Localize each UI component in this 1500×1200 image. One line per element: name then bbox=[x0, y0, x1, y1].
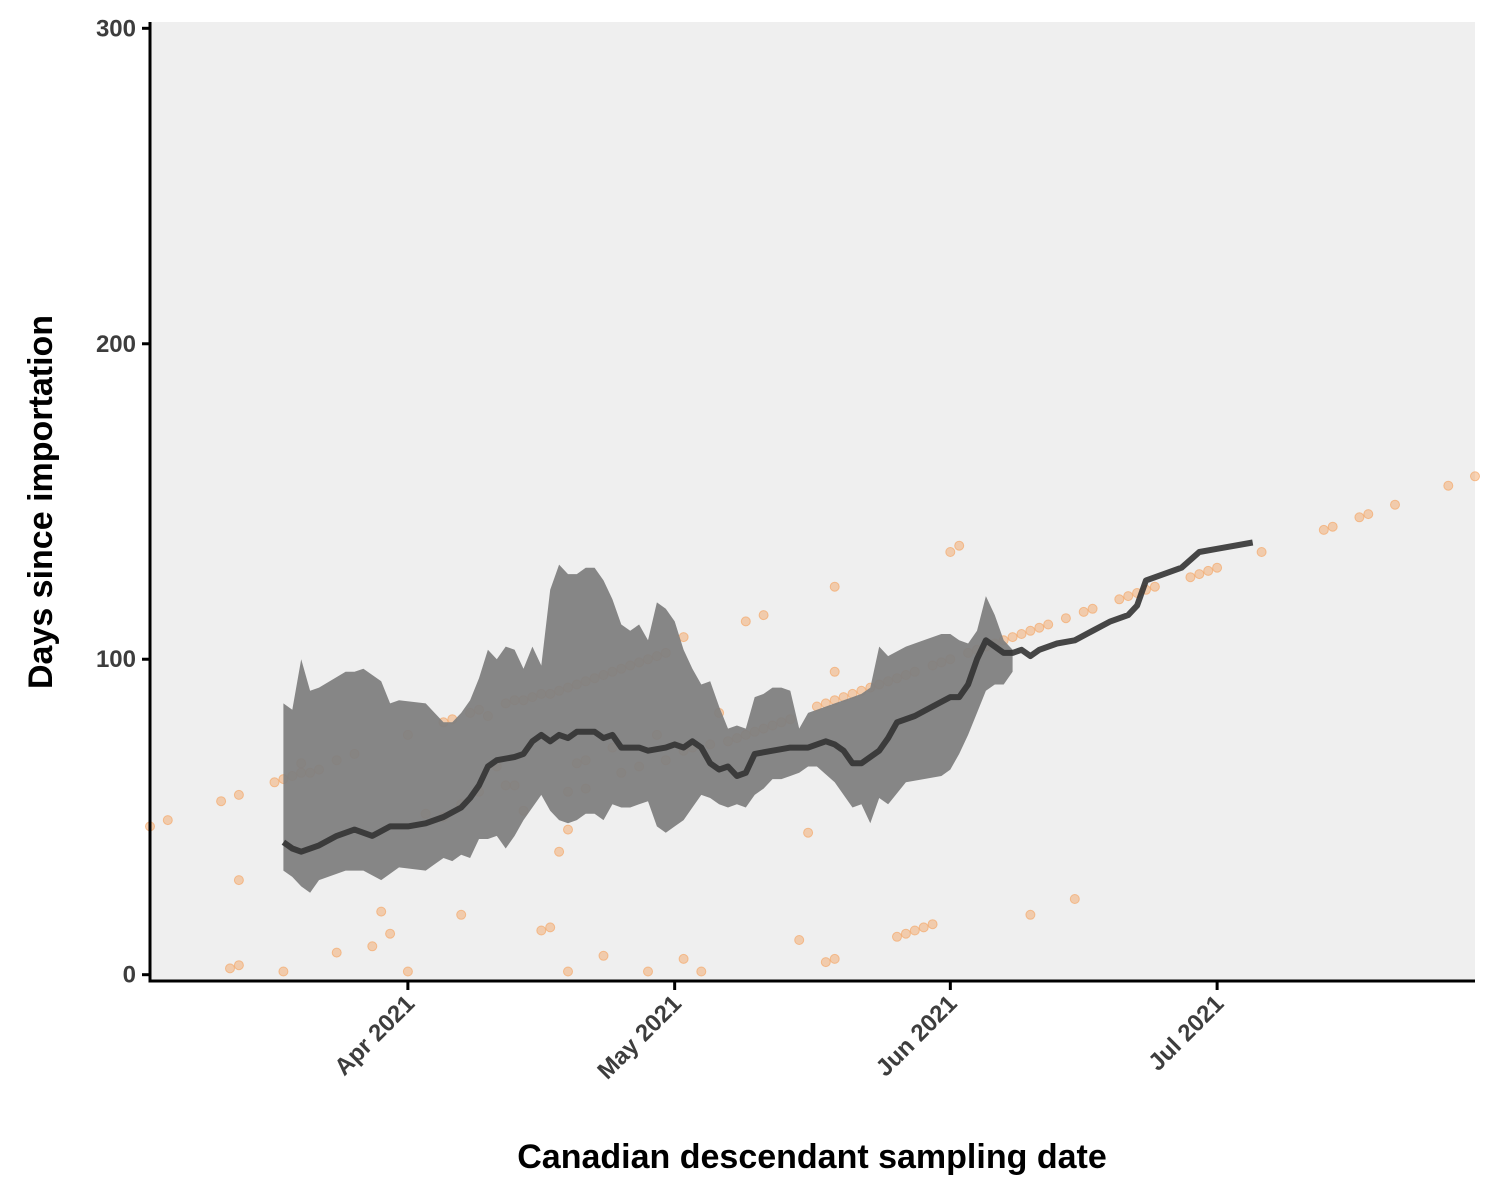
x-tick-label-1: May 2021 bbox=[592, 990, 687, 1085]
x-tick-label-2: Jun 2021 bbox=[871, 990, 963, 1082]
y-ticks-layer: 0 100 200 300 bbox=[96, 15, 150, 989]
data-point-115 bbox=[945, 547, 956, 557]
data-point-125 bbox=[1034, 622, 1045, 633]
data-point-136 bbox=[1149, 581, 1160, 592]
data-point-76 bbox=[696, 966, 707, 977]
data-point-69 bbox=[643, 966, 653, 977]
data-point-139 bbox=[1203, 565, 1214, 576]
y-tick-label-300: 300 bbox=[96, 15, 136, 42]
data-point-131 bbox=[1069, 894, 1080, 904]
data-point-17 bbox=[331, 947, 342, 958]
axes-layer bbox=[148, 22, 1475, 983]
confidence-ribbon bbox=[283, 564, 1013, 893]
data-point-98 bbox=[829, 666, 840, 677]
data-point-81 bbox=[740, 616, 751, 627]
data-point-7 bbox=[269, 777, 280, 788]
data-point-74 bbox=[678, 953, 689, 964]
data-point-6 bbox=[233, 875, 244, 886]
ribbon-layer bbox=[283, 564, 1013, 893]
data-point-143 bbox=[1327, 521, 1338, 532]
data-point-18 bbox=[367, 941, 378, 952]
data-point-124 bbox=[1025, 625, 1036, 636]
data-point-116 bbox=[954, 540, 965, 551]
data-point-19 bbox=[376, 906, 387, 917]
x-ticks-layer: Apr 2021 May 2021 Jun 2021 Jul 2021 bbox=[329, 981, 1229, 1085]
y-tick-label-200: 200 bbox=[96, 331, 136, 358]
y-axis-title: Days since importation bbox=[22, 315, 60, 689]
trend-line bbox=[281, 539, 1254, 855]
y-tick-label-0: 0 bbox=[123, 962, 136, 989]
x-axis-title: Canadian descendant sampling date bbox=[517, 1138, 1106, 1176]
data-point-14 bbox=[278, 966, 289, 977]
data-point-56 bbox=[536, 925, 547, 936]
data-point-130 bbox=[1087, 603, 1098, 614]
data-point-60 bbox=[563, 966, 573, 977]
data-point-59 bbox=[563, 824, 573, 835]
data-point-90 bbox=[803, 827, 814, 838]
data-point-84 bbox=[758, 610, 769, 621]
data-point-57 bbox=[545, 922, 556, 933]
data-point-65 bbox=[598, 950, 609, 961]
data-point-145 bbox=[1363, 509, 1374, 520]
data-point-93 bbox=[820, 957, 831, 968]
data-point-123 bbox=[1016, 629, 1027, 639]
data-point-133 bbox=[1123, 591, 1134, 602]
data-point-147 bbox=[1443, 480, 1454, 491]
data-point-109 bbox=[909, 925, 920, 936]
data-point-99 bbox=[829, 581, 840, 592]
data-point-21 bbox=[402, 966, 413, 977]
data-point-58 bbox=[554, 846, 565, 857]
data-point-141 bbox=[1256, 547, 1267, 557]
data-point-31 bbox=[456, 909, 467, 920]
data-point-142 bbox=[1318, 524, 1329, 535]
data-point-1 bbox=[162, 815, 173, 826]
data-point-137 bbox=[1185, 572, 1196, 583]
data-point-107 bbox=[892, 931, 902, 942]
data-point-20 bbox=[385, 928, 396, 939]
data-point-3 bbox=[233, 789, 244, 800]
data-point-148 bbox=[1470, 471, 1480, 482]
x-tick-label-3: Jul 2021 bbox=[1143, 990, 1229, 1076]
data-point-108 bbox=[900, 928, 911, 939]
x-tick-label-0: Apr 2021 bbox=[329, 990, 420, 1081]
data-point-122 bbox=[1007, 632, 1018, 643]
data-point-127 bbox=[1025, 909, 1036, 920]
data-point-94 bbox=[829, 953, 840, 964]
data-point-126 bbox=[1043, 619, 1054, 630]
data-point-89 bbox=[794, 935, 805, 945]
data-point-144 bbox=[1354, 512, 1365, 523]
data-point-146 bbox=[1390, 499, 1400, 510]
data-point-2 bbox=[216, 796, 227, 807]
data-point-129 bbox=[1078, 606, 1089, 617]
data-point-110 bbox=[918, 922, 929, 933]
line-layer bbox=[281, 539, 1254, 855]
y-tick-label-100: 100 bbox=[96, 646, 136, 673]
data-point-4 bbox=[225, 963, 235, 974]
data-point-138 bbox=[1194, 569, 1205, 580]
data-point-5 bbox=[233, 960, 244, 971]
data-point-111 bbox=[927, 919, 938, 930]
data-point-132 bbox=[1114, 594, 1125, 605]
data-point-128 bbox=[1060, 613, 1071, 624]
data-point-140 bbox=[1212, 562, 1223, 573]
